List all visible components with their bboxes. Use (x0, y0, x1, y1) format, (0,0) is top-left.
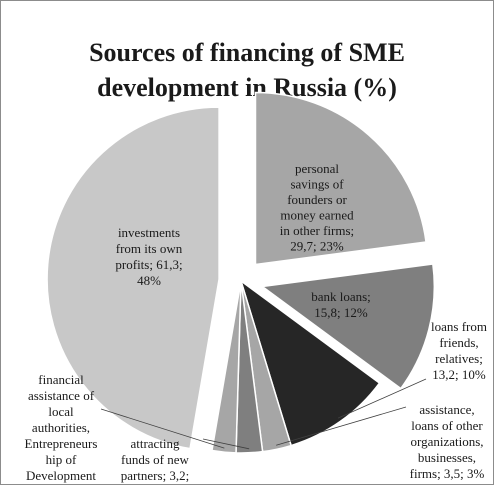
chart-title-line-1: Sources of financing of SME (89, 38, 405, 67)
slice-label-0-line-4: in other firms; (280, 223, 354, 238)
slice-label-2-line-2: relatives; (435, 351, 483, 366)
slice-label-4-line-0: attracting (130, 436, 180, 451)
slice-label-5: financial assistance of local authorities, E… (25, 372, 98, 483)
slice-label-6-line-3: 48% (137, 273, 161, 288)
slice-label-5-line-1: assistance of (28, 388, 95, 403)
slice-label-5-line-0: financial (38, 372, 84, 387)
slice-label-6-line-2: profits; 61,3; (115, 257, 182, 272)
slice-label-5-line-5: hip of (46, 452, 77, 467)
pie-slice-1 (260, 263, 436, 390)
slice-label-3-line-0: assistance, (419, 402, 474, 417)
slice-label-3-line-4: firms; 3,5; 3% (410, 466, 485, 481)
slice-label-0-line-2: founders or (287, 192, 347, 207)
chart-title: Sources of financing of SME development … (1, 35, 493, 105)
slice-label-5-line-2: local (48, 404, 74, 419)
slice-label-2-line-1: friends, (439, 335, 478, 350)
slice-label-1-line-1: 15,8; 12% (314, 305, 368, 320)
pie-slice-2 (239, 279, 381, 447)
slice-label-5-line-6: Development (26, 468, 96, 483)
slice-label-4-line-2: partners; 3,2; (121, 468, 190, 483)
slice-label-1-line-0: bank loans; (311, 289, 371, 304)
leader-line-2 (337, 378, 427, 419)
slice-label-3: assistance, loans of other organizations, b… (410, 402, 485, 481)
leader-line-3 (276, 406, 407, 446)
chart-title-line-2: development in Russia (%) (97, 73, 397, 102)
slice-label-5-line-3: authorities, (32, 420, 90, 435)
slice-label-6-line-0: investments (118, 225, 180, 240)
slice-label-2-line-3: 13,2; 10% (432, 367, 486, 382)
slice-label-3-line-2: organizations, (410, 434, 483, 449)
slice-label-2: loans from friends, relatives; 13,2; 10% (431, 319, 487, 382)
slice-label-3-line-3: businesses, (418, 450, 476, 465)
slice-label-4-line-1: funds of new (121, 452, 189, 467)
slice-label-6-line-1: from its own (116, 241, 183, 256)
pie-slice-6 (46, 106, 220, 450)
pie-slice-0 (254, 91, 427, 266)
slice-label-0-line-5: 29,7; 23% (290, 239, 344, 254)
slice-label-0: personal savings of founders or money earne… (280, 161, 354, 254)
slice-label-5-line-4: Entrepreneurs (25, 436, 98, 451)
leader-line-5 (100, 408, 225, 449)
slice-label-3-line-1: loans of other (411, 418, 483, 433)
slice-label-4: attracting funds of new partners; 3,2; (121, 436, 190, 483)
slice-label-0-line-1: savings of (290, 177, 344, 192)
slice-label-2-line-0: loans from (431, 319, 487, 334)
slice-label-0-line-3: money earned (280, 208, 354, 223)
pie-slice-5 (211, 280, 242, 454)
slice-label-6: investments from its own profits; 61,3; 48% (115, 225, 182, 288)
leader-line-4 (202, 438, 250, 450)
slice-label-1: bank loans; 15,8; 12% (311, 289, 371, 320)
slice-label-0-line-0: personal (295, 161, 339, 176)
